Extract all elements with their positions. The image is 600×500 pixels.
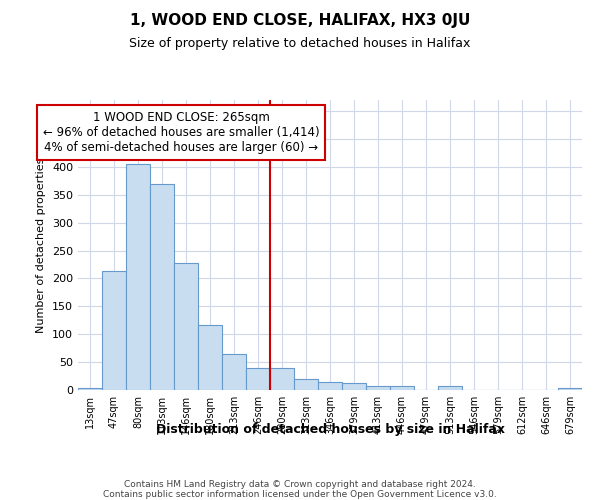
Bar bbox=[222, 354, 246, 390]
Bar bbox=[318, 382, 342, 390]
Bar bbox=[366, 386, 390, 390]
Text: 1, WOOD END CLOSE, HALIFAX, HX3 0JU: 1, WOOD END CLOSE, HALIFAX, HX3 0JU bbox=[130, 12, 470, 28]
Bar bbox=[198, 325, 222, 390]
Bar bbox=[270, 368, 294, 390]
Bar bbox=[78, 388, 102, 390]
Y-axis label: Number of detached properties: Number of detached properties bbox=[37, 158, 46, 332]
Bar bbox=[294, 379, 318, 390]
Bar bbox=[390, 386, 414, 390]
Bar bbox=[174, 264, 198, 390]
Bar bbox=[246, 368, 270, 390]
Text: Size of property relative to detached houses in Halifax: Size of property relative to detached ho… bbox=[130, 38, 470, 51]
Bar bbox=[342, 384, 366, 390]
Bar bbox=[558, 388, 582, 390]
Bar bbox=[438, 386, 462, 390]
Text: Distribution of detached houses by size in Halifax: Distribution of detached houses by size … bbox=[155, 422, 505, 436]
Bar bbox=[150, 184, 174, 390]
Bar bbox=[126, 164, 150, 390]
Text: 1 WOOD END CLOSE: 265sqm
← 96% of detached houses are smaller (1,414)
4% of semi: 1 WOOD END CLOSE: 265sqm ← 96% of detach… bbox=[43, 111, 320, 154]
Text: Contains HM Land Registry data © Crown copyright and database right 2024.
Contai: Contains HM Land Registry data © Crown c… bbox=[103, 480, 497, 500]
Bar bbox=[102, 271, 126, 390]
